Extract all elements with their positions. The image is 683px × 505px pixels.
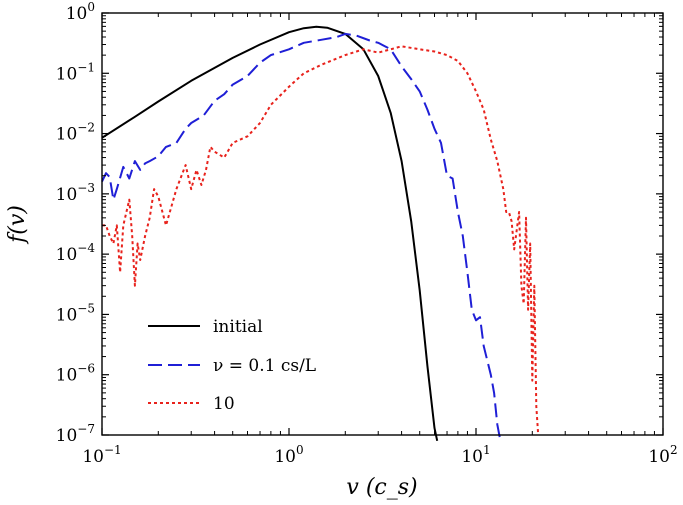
y-tick-labels: 100 10−1 10−2 10−3 10−4 10−5 10−6 10−7 bbox=[56, 0, 96, 446]
y-tick-label: 10−4 bbox=[56, 241, 96, 265]
y-tick-label: 10−5 bbox=[56, 301, 95, 325]
x-tick-labels: 10−1 100 101 102 bbox=[82, 443, 677, 467]
x-axis-label: v (c_s) bbox=[346, 475, 417, 500]
legend-label-initial: initial bbox=[213, 317, 263, 337]
series-line-1 bbox=[101, 32, 502, 441]
ticks-layer bbox=[101, 12, 664, 436]
y-tick-label: 10−3 bbox=[56, 181, 95, 205]
plot-frame bbox=[101, 12, 664, 436]
y-axis-label: f(v) bbox=[5, 205, 30, 245]
legend: initial ν = 0.1 cs/L 10 bbox=[148, 317, 316, 414]
series-line-2 bbox=[102, 45, 540, 436]
y-tick-label: 10−6 bbox=[56, 362, 95, 386]
x-tick-label: 10−1 bbox=[82, 443, 121, 467]
x-tick-label: 100 bbox=[274, 443, 303, 467]
y-tick-label: 100 bbox=[66, 0, 95, 24]
series-layer bbox=[101, 25, 540, 442]
series-line-0 bbox=[101, 25, 439, 442]
legend-label-10: 10 bbox=[213, 394, 235, 414]
y-tick-label: 10−2 bbox=[56, 121, 95, 145]
y-tick-label: 10−1 bbox=[56, 60, 95, 84]
x-tick-label: 101 bbox=[461, 443, 490, 467]
y-tick-label: 10−7 bbox=[56, 422, 95, 446]
x-tick-label: 102 bbox=[648, 443, 677, 467]
legend-label-nu: ν = 0.1 cs/L bbox=[213, 356, 316, 376]
